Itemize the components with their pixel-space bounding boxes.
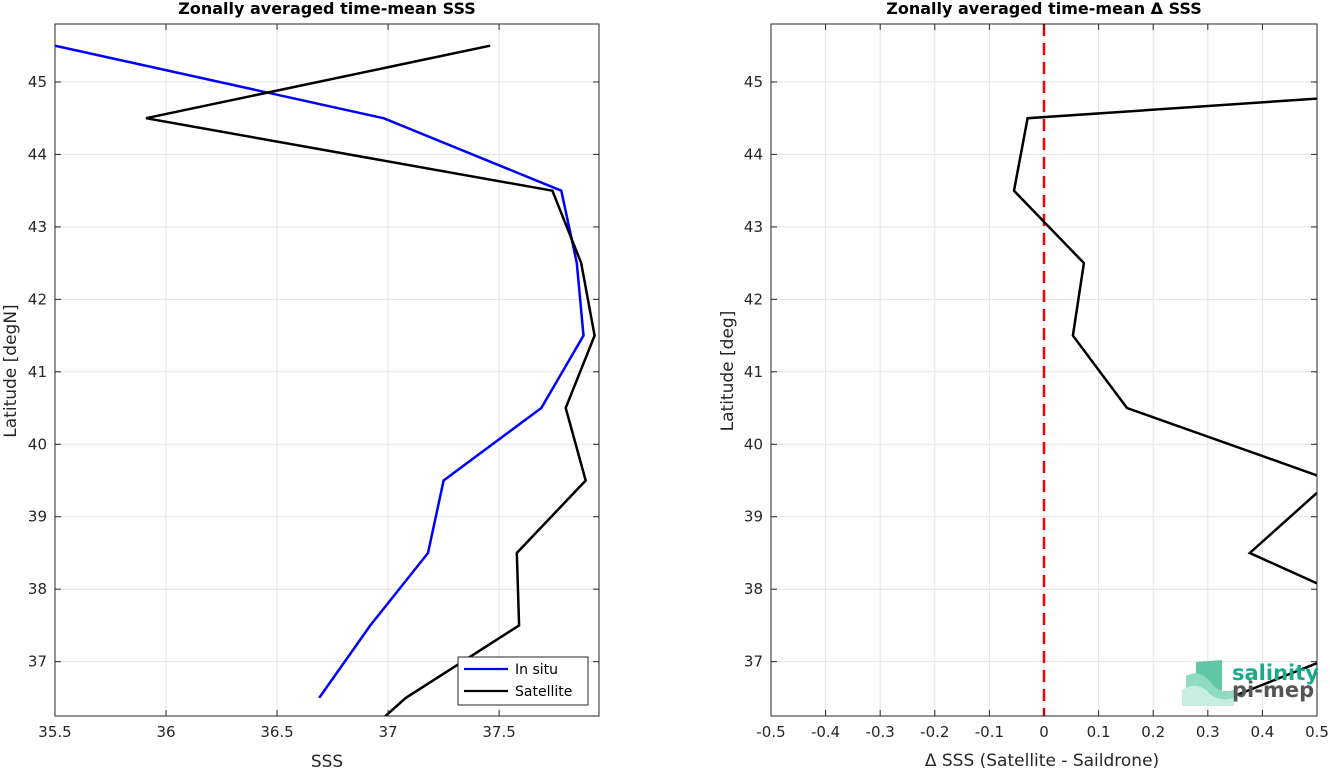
y-tick-label: 40 <box>28 435 47 453</box>
x-tick-label: 37.5 <box>482 723 515 741</box>
y-tick-label: 43 <box>28 218 47 236</box>
delta-sss-panel: -0.5 -0.4 -0.3 -0.2 -0.1 0 0.1 0.2 0.3 0.4 0.5 37 38… <box>718 0 1329 769</box>
sss-grid <box>54 24 599 716</box>
delta-y-axis-label: Latitude [deg] <box>718 311 738 432</box>
x-tick-label: 0.2 <box>1141 723 1165 741</box>
y-tick-label: 42 <box>744 290 763 308</box>
delta-series-group <box>1012 97 1317 700</box>
y-tick-label: 42 <box>28 290 47 308</box>
x-tick-label: 0.1 <box>1087 723 1111 741</box>
series-line-satellite <box>145 44 596 716</box>
x-tick-label: -0.4 <box>811 723 840 741</box>
x-tick-label: 35.5 <box>38 723 71 741</box>
sss-axes-box <box>54 23 600 717</box>
x-tick-label: 0.4 <box>1250 723 1274 741</box>
y-tick-label: 38 <box>744 580 763 598</box>
x-tick-label: -0.1 <box>975 723 1004 741</box>
y-tick-label: 44 <box>28 145 47 163</box>
delta-series-line-2 <box>1247 491 1317 585</box>
sss-x-axis-label: SSS <box>311 752 343 769</box>
logo-text-salinity: salinity <box>1232 661 1319 685</box>
x-tick-label: 0.3 <box>1196 723 1220 741</box>
y-tick-label: 39 <box>28 508 47 526</box>
x-tick-label: 36 <box>156 723 175 741</box>
y-tick-label: 41 <box>28 363 47 381</box>
delta-series-line-1 <box>1012 97 1317 477</box>
delta-chart-title: Zonally averaged time-mean Δ SSS <box>886 0 1202 18</box>
y-tick-label: 43 <box>744 218 763 236</box>
salinity-pi-mep-logo: salinity pi-mep <box>1182 660 1319 706</box>
legend-box <box>457 656 589 706</box>
y-tick-label: 45 <box>28 73 47 91</box>
y-tick-label: 37 <box>28 653 47 671</box>
sss-y-axis-label: Latitude [degN] <box>1 304 21 437</box>
y-tick-label: 41 <box>744 363 763 381</box>
delta-ticks: -0.5 -0.4 -0.3 -0.2 -0.1 0 0.1 0.2 0.3 0.4 0.5 37 38… <box>744 24 1329 741</box>
x-tick-label: 0.5 <box>1305 723 1329 741</box>
delta-series-line-3 <box>1229 661 1317 700</box>
y-tick-label: 40 <box>744 435 763 453</box>
x-tick-label: -0.3 <box>866 723 895 741</box>
logo-wave-shape-front <box>1182 685 1234 706</box>
legend-label-satellite: Satellite <box>515 684 572 700</box>
sss-ticks: 35.5 36 36.5 37 37.5 37 38 39 40 41 42 43 44 45 <box>28 24 599 741</box>
y-tick-label: 39 <box>744 508 763 526</box>
x-tick-label: 36.5 <box>260 723 293 741</box>
y-tick-label: 45 <box>744 73 763 91</box>
y-tick-label: 37 <box>744 653 763 671</box>
logo-text-pi-mep: pi-mep <box>1232 678 1314 702</box>
legend-label-in-situ: In situ <box>515 662 558 678</box>
delta-x-axis-label: Δ SSS (Satellite - Saildrone) <box>925 751 1159 769</box>
x-tick-label: -0.2 <box>920 723 949 741</box>
sss-legend: In situ Satellite <box>457 656 589 706</box>
y-tick-label: 44 <box>744 145 763 163</box>
series-line-in-situ <box>55 44 585 699</box>
x-tick-label: 37 <box>379 723 398 741</box>
sss-series-group <box>55 44 596 716</box>
sss-panel: 35.5 36 36.5 37 37.5 37 38 39 40 41 42 43 44 45 Zonal… <box>1 0 600 769</box>
y-tick-label: 38 <box>28 580 47 598</box>
x-tick-label: -0.5 <box>756 723 785 741</box>
x-tick-label: 0 <box>1039 723 1049 741</box>
sss-chart-title: Zonally averaged time-mean SSS <box>178 0 476 18</box>
